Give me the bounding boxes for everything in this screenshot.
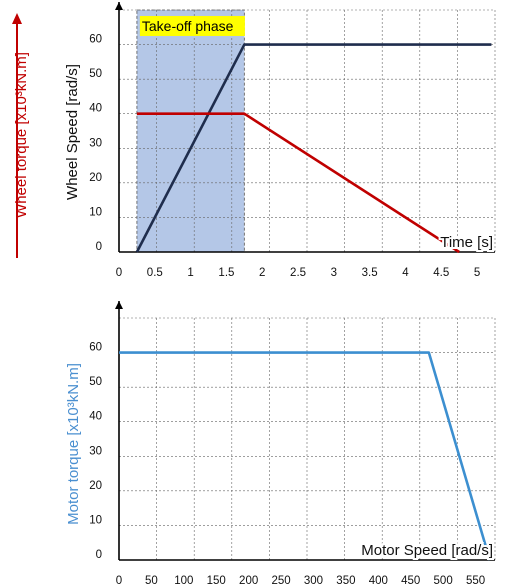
y-tick-label: 20 xyxy=(89,480,102,492)
phase-label-background xyxy=(139,16,245,36)
series-line-1 xyxy=(119,351,492,561)
y-tick-label: 0 xyxy=(96,549,102,561)
y-tick-label: 60 xyxy=(89,342,102,354)
motor-chart: Motor torque [x10³kN.m] 0 10 20 30 40 50 60 0 50… xyxy=(65,301,496,586)
x-tick-label: 450 xyxy=(401,575,420,586)
x-axis-title: Time [s] xyxy=(440,234,493,251)
y-tick-label: 50 xyxy=(89,376,102,388)
series-line-1 xyxy=(135,43,492,253)
y-tick-label: 30 xyxy=(89,137,102,149)
x-axis-title: Motor Speed [rad/s] xyxy=(361,542,493,559)
x-tick-label: 3.5 xyxy=(362,267,378,279)
wheel-torque-axis-title: Wheel torque [x10³kN.m] xyxy=(13,52,30,218)
x-tick-label: 400 xyxy=(369,575,388,586)
x-tick-label: 3 xyxy=(331,267,337,279)
x-tick-label: 100 xyxy=(174,575,193,586)
x-tick-label: 0 xyxy=(116,575,122,586)
y-tick-label: 10 xyxy=(89,514,102,526)
x-tick-label: 250 xyxy=(271,575,290,586)
x-tick-label: 350 xyxy=(336,575,355,586)
y-tick-label: 30 xyxy=(89,445,102,457)
x-tick-label: 1.5 xyxy=(218,267,234,279)
motor-torque-axis-title: Motor torque [x10³kN.m] xyxy=(65,363,82,525)
x-tick-label: 150 xyxy=(207,575,226,586)
y-tick-label: 20 xyxy=(89,172,102,184)
y-tick-label: 60 xyxy=(89,34,102,46)
shaded-region xyxy=(136,9,245,253)
x-tick-label: 4.5 xyxy=(433,267,449,279)
y-tick-label: 40 xyxy=(89,411,102,423)
x-tick-label: 0.5 xyxy=(147,267,163,279)
x-tick-label: 0 xyxy=(116,267,122,279)
series-line-2 xyxy=(136,112,460,254)
x-tick-label: 500 xyxy=(434,575,453,586)
phase-label: Take-off phase xyxy=(142,18,234,34)
y-tick-label: 0 xyxy=(96,241,102,253)
y-tick-label: 10 xyxy=(89,206,102,218)
x-tick-label: 4 xyxy=(402,267,409,279)
x-tick-label: 5 xyxy=(474,267,480,279)
y-axis-arrow-icon xyxy=(115,301,123,309)
wheel-speed-axis-title: Wheel Speed [rad/s] xyxy=(64,64,81,200)
x-tick-label: 50 xyxy=(145,575,158,586)
torque-axis-arrow-icon xyxy=(12,13,22,24)
x-tick-label: 550 xyxy=(466,575,485,586)
x-tick-label: 2 xyxy=(259,267,265,279)
x-tick-label: 1 xyxy=(187,267,193,279)
y-axis-arrow-icon xyxy=(115,2,123,10)
y-tick-label: 40 xyxy=(89,103,102,115)
x-tick-label: 200 xyxy=(239,575,258,586)
y-tick-label: 50 xyxy=(89,68,102,80)
x-tick-label: 2.5 xyxy=(290,267,306,279)
wheel-chart: Wheel torque [x10³kN.m] Wheel Speed [rad… xyxy=(12,2,496,279)
x-tick-label: 300 xyxy=(304,575,323,586)
